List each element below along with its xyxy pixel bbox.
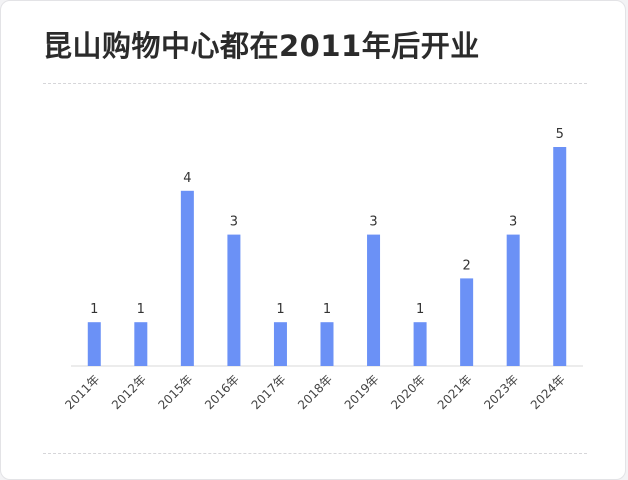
value-label-0: 1: [90, 302, 98, 317]
bar-0: [87, 322, 101, 366]
value-label-10: 5: [556, 127, 564, 142]
bar-2: [180, 190, 194, 366]
x-tick-label-3: 2016年: [202, 372, 242, 412]
bar-4: [273, 322, 287, 366]
chart-title: 昆山购物中心都在2011年后开业: [43, 29, 480, 63]
bottom-divider: [43, 453, 587, 454]
bar-1: [134, 322, 148, 366]
bar-5: [320, 322, 334, 366]
bar-6: [367, 234, 381, 366]
value-label-6: 3: [369, 215, 377, 230]
x-tick-label-0: 2011年: [62, 372, 102, 412]
x-tick-label-7: 2020年: [388, 372, 428, 412]
x-tick-label-2: 2015年: [156, 372, 196, 412]
value-label-5: 1: [323, 302, 331, 317]
bar-10: [553, 147, 567, 366]
value-label-1: 1: [137, 302, 145, 317]
top-divider: [43, 83, 587, 84]
value-label-4: 1: [276, 302, 284, 317]
bar-3: [227, 234, 241, 366]
x-tick-label-8: 2021年: [435, 372, 475, 412]
x-tick-label-5: 2018年: [295, 372, 335, 412]
value-label-2: 4: [183, 171, 191, 186]
bar-chart: 1 2011年 1 2012年 4 2015年 3 2016年 1 2017年 1 2018年 3 201…: [62, 127, 583, 412]
x-tick-label-1: 2012年: [109, 372, 149, 412]
bar-9: [506, 234, 520, 366]
x-tick-label-6: 2019年: [342, 372, 382, 412]
bar-7: [413, 322, 427, 366]
value-label-7: 1: [416, 302, 424, 317]
value-label-8: 2: [462, 258, 470, 273]
x-tick-label-10: 2024年: [528, 372, 568, 412]
value-label-9: 3: [509, 215, 517, 230]
bar-8: [460, 278, 474, 366]
x-tick-label-4: 2017年: [249, 372, 289, 412]
value-label-3: 3: [230, 215, 238, 230]
x-tick-label-9: 2023年: [481, 372, 521, 412]
